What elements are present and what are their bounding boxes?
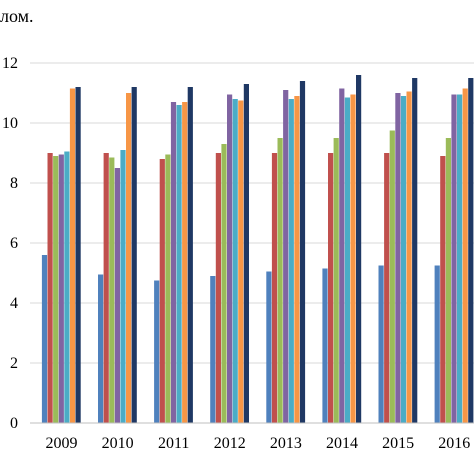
bar-2013-s4 — [283, 90, 289, 423]
bar-2014-s6 — [350, 94, 356, 423]
bar-2011-s5 — [176, 105, 182, 423]
y-tick-label: 4 — [10, 295, 18, 312]
x-tick-labels: 2009 2010 2011 2012 2013 2014 2015 2016 — [46, 435, 471, 452]
bar-2010-s7 — [131, 87, 137, 423]
bar-2013-s2 — [271, 153, 278, 423]
y-tick-label: 8 — [10, 175, 18, 192]
bar-2010-s1 — [98, 274, 104, 423]
bar-2013-s3 — [277, 138, 283, 423]
bar-2016-s4 — [451, 94, 457, 423]
bar-2015-s6 — [406, 91, 412, 423]
bar-2015-s4 — [395, 93, 401, 423]
bar-2012-s3 — [221, 144, 227, 423]
bar-2010-s6 — [126, 93, 132, 423]
bar-2014-s4 — [339, 88, 345, 423]
bar-2014-s1 — [322, 268, 328, 423]
bar-2009-s2 — [47, 153, 53, 423]
bar-2010-s3 — [109, 157, 115, 423]
bar-2009-s6 — [69, 88, 76, 423]
y-tick-labels: 0 2 4 6 8 10 12 — [2, 55, 18, 432]
bar-2012-s5 — [232, 99, 238, 423]
bar-2013-s5 — [288, 99, 294, 423]
x-tick-label: 2015 — [382, 435, 414, 452]
x-tick-label: 2016 — [438, 435, 470, 452]
bar-2012-s2 — [215, 153, 221, 423]
bar-2010-s2 — [103, 153, 109, 423]
bar-2016-s2 — [440, 156, 446, 423]
bar-2014-s5 — [344, 97, 350, 423]
bar-2016-s7 — [468, 78, 474, 423]
bar-2011-s4 — [170, 102, 177, 423]
y-tick-label: 6 — [10, 235, 18, 252]
bar-2015-s1 — [378, 265, 384, 423]
x-tick-label: 2013 — [270, 435, 302, 452]
bar-2015-s2 — [384, 153, 390, 423]
bar-2014-s3 — [333, 138, 339, 423]
bar-2014-s2 — [328, 153, 334, 423]
bar-2011-s1 — [154, 280, 160, 423]
y-tick-label: 10 — [2, 115, 18, 132]
bar-2013-s1 — [266, 271, 272, 423]
bar-2010-s5 — [120, 150, 126, 423]
bar-2016-s3 — [445, 138, 451, 423]
bar-2011-s7 — [187, 87, 193, 423]
x-tick-label: 2012 — [214, 435, 246, 452]
x-tick-label: 2010 — [102, 435, 134, 452]
x-tick-label: 2014 — [326, 435, 358, 452]
bar-2009-s1 — [41, 255, 48, 423]
bar-2012-s7 — [243, 84, 249, 423]
bar-2011-s2 — [159, 159, 165, 423]
bar-2009-s5 — [64, 151, 70, 423]
bar-2016-s6 — [462, 88, 468, 423]
bar-2009-s3 — [53, 156, 59, 423]
bar-2016-s1 — [434, 265, 440, 423]
y-tick-label: 12 — [2, 55, 18, 72]
bar-2009-s7 — [75, 87, 81, 423]
bar-2011-s3 — [165, 154, 171, 423]
bar-2015-s7 — [412, 78, 418, 423]
header-text-fragment: лом. — [0, 6, 34, 26]
bar-2015-s5 — [400, 96, 407, 423]
x-tick-label: 2009 — [46, 435, 78, 452]
bar-2013-s7 — [299, 81, 306, 423]
y-tick-label: 0 — [10, 415, 18, 432]
bar-2015-s3 — [389, 130, 395, 423]
bar-2012-s1 — [210, 276, 216, 423]
bar-2009-s4 — [58, 154, 64, 423]
y-tick-label: 2 — [10, 355, 18, 372]
bar-2010-s4 — [114, 168, 120, 423]
bar-2012-s4 — [227, 94, 233, 423]
bar-2011-s6 — [182, 102, 188, 423]
bar-2013-s6 — [294, 96, 300, 423]
bar-2012-s6 — [238, 100, 244, 423]
x-tick-label: 2011 — [158, 435, 189, 452]
bar-series — [41, 75, 474, 423]
bar-2016-s5 — [457, 94, 463, 423]
bar-2014-s7 — [356, 75, 362, 423]
